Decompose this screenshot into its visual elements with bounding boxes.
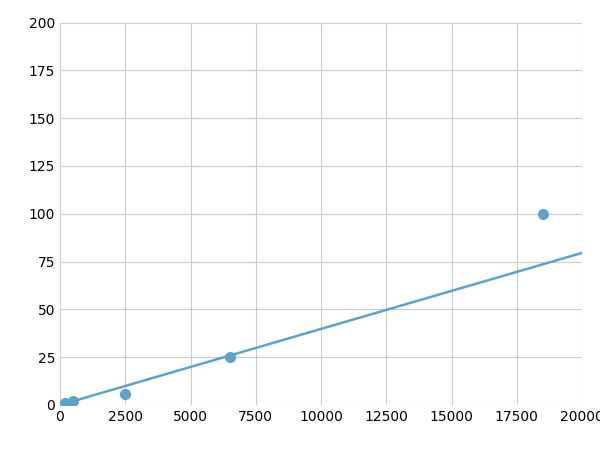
Point (68, 398, 78, 405)
Point (225, 354, 235, 361)
Point (121, 390, 130, 397)
Point (61, 400, 70, 407)
Point (538, 210, 548, 217)
